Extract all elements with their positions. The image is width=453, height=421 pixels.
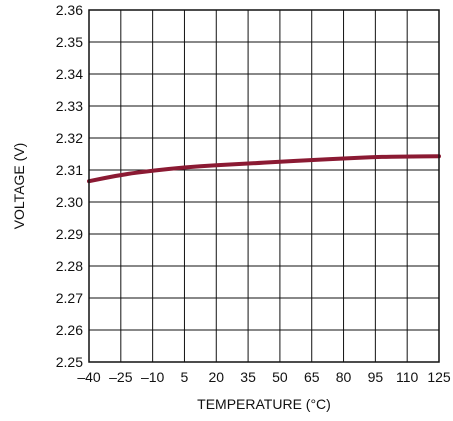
x-tick-label: 50 (272, 369, 288, 385)
y-axis-ticks: 2.25 2.26 2.27 2.28 2.29 2.30 2.31 2.32 2.33 2.34… (56, 2, 83, 370)
y-tick-label: 2.30 (56, 194, 83, 210)
series-layer (87, 154, 441, 184)
x-tick-label: –40 (77, 369, 101, 385)
x-axis-ticks: –40 –25 –10 5 20 35 50 65 80 95 110 125 (77, 369, 451, 385)
series-line-0 (87, 154, 441, 184)
x-tick-label: 65 (304, 369, 320, 385)
y-tick-label: 2.25 (56, 354, 83, 370)
y-tick-label: 2.29 (56, 226, 83, 242)
y-tick-label: 2.35 (56, 34, 83, 50)
x-tick-label: –25 (109, 369, 133, 385)
y-tick-label: 2.28 (56, 258, 83, 274)
x-tick-label: 5 (181, 369, 189, 385)
plot-frame (88, 9, 440, 363)
x-tick-label: 125 (427, 369, 451, 385)
grid (88, 9, 440, 363)
x-tick-label: 80 (336, 369, 352, 385)
y-tick-label: 2.32 (56, 130, 83, 146)
x-tick-label: 95 (368, 369, 384, 385)
x-tick-label: –10 (141, 369, 165, 385)
y-tick-label: 2.34 (56, 66, 83, 82)
y-axis-label: VOLTAGE (V) (11, 143, 27, 230)
x-tick-label: 35 (240, 369, 256, 385)
x-tick-label: 110 (396, 369, 419, 385)
y-tick-label: 2.26 (56, 322, 83, 338)
y-tick-label: 2.33 (56, 98, 83, 114)
x-tick-label: 20 (208, 369, 224, 385)
y-tick-label: 2.36 (56, 2, 83, 18)
x-axis-label: TEMPERATURE (°C) (197, 396, 331, 412)
y-tick-label: 2.31 (56, 162, 83, 178)
y-tick-label: 2.27 (56, 290, 83, 306)
